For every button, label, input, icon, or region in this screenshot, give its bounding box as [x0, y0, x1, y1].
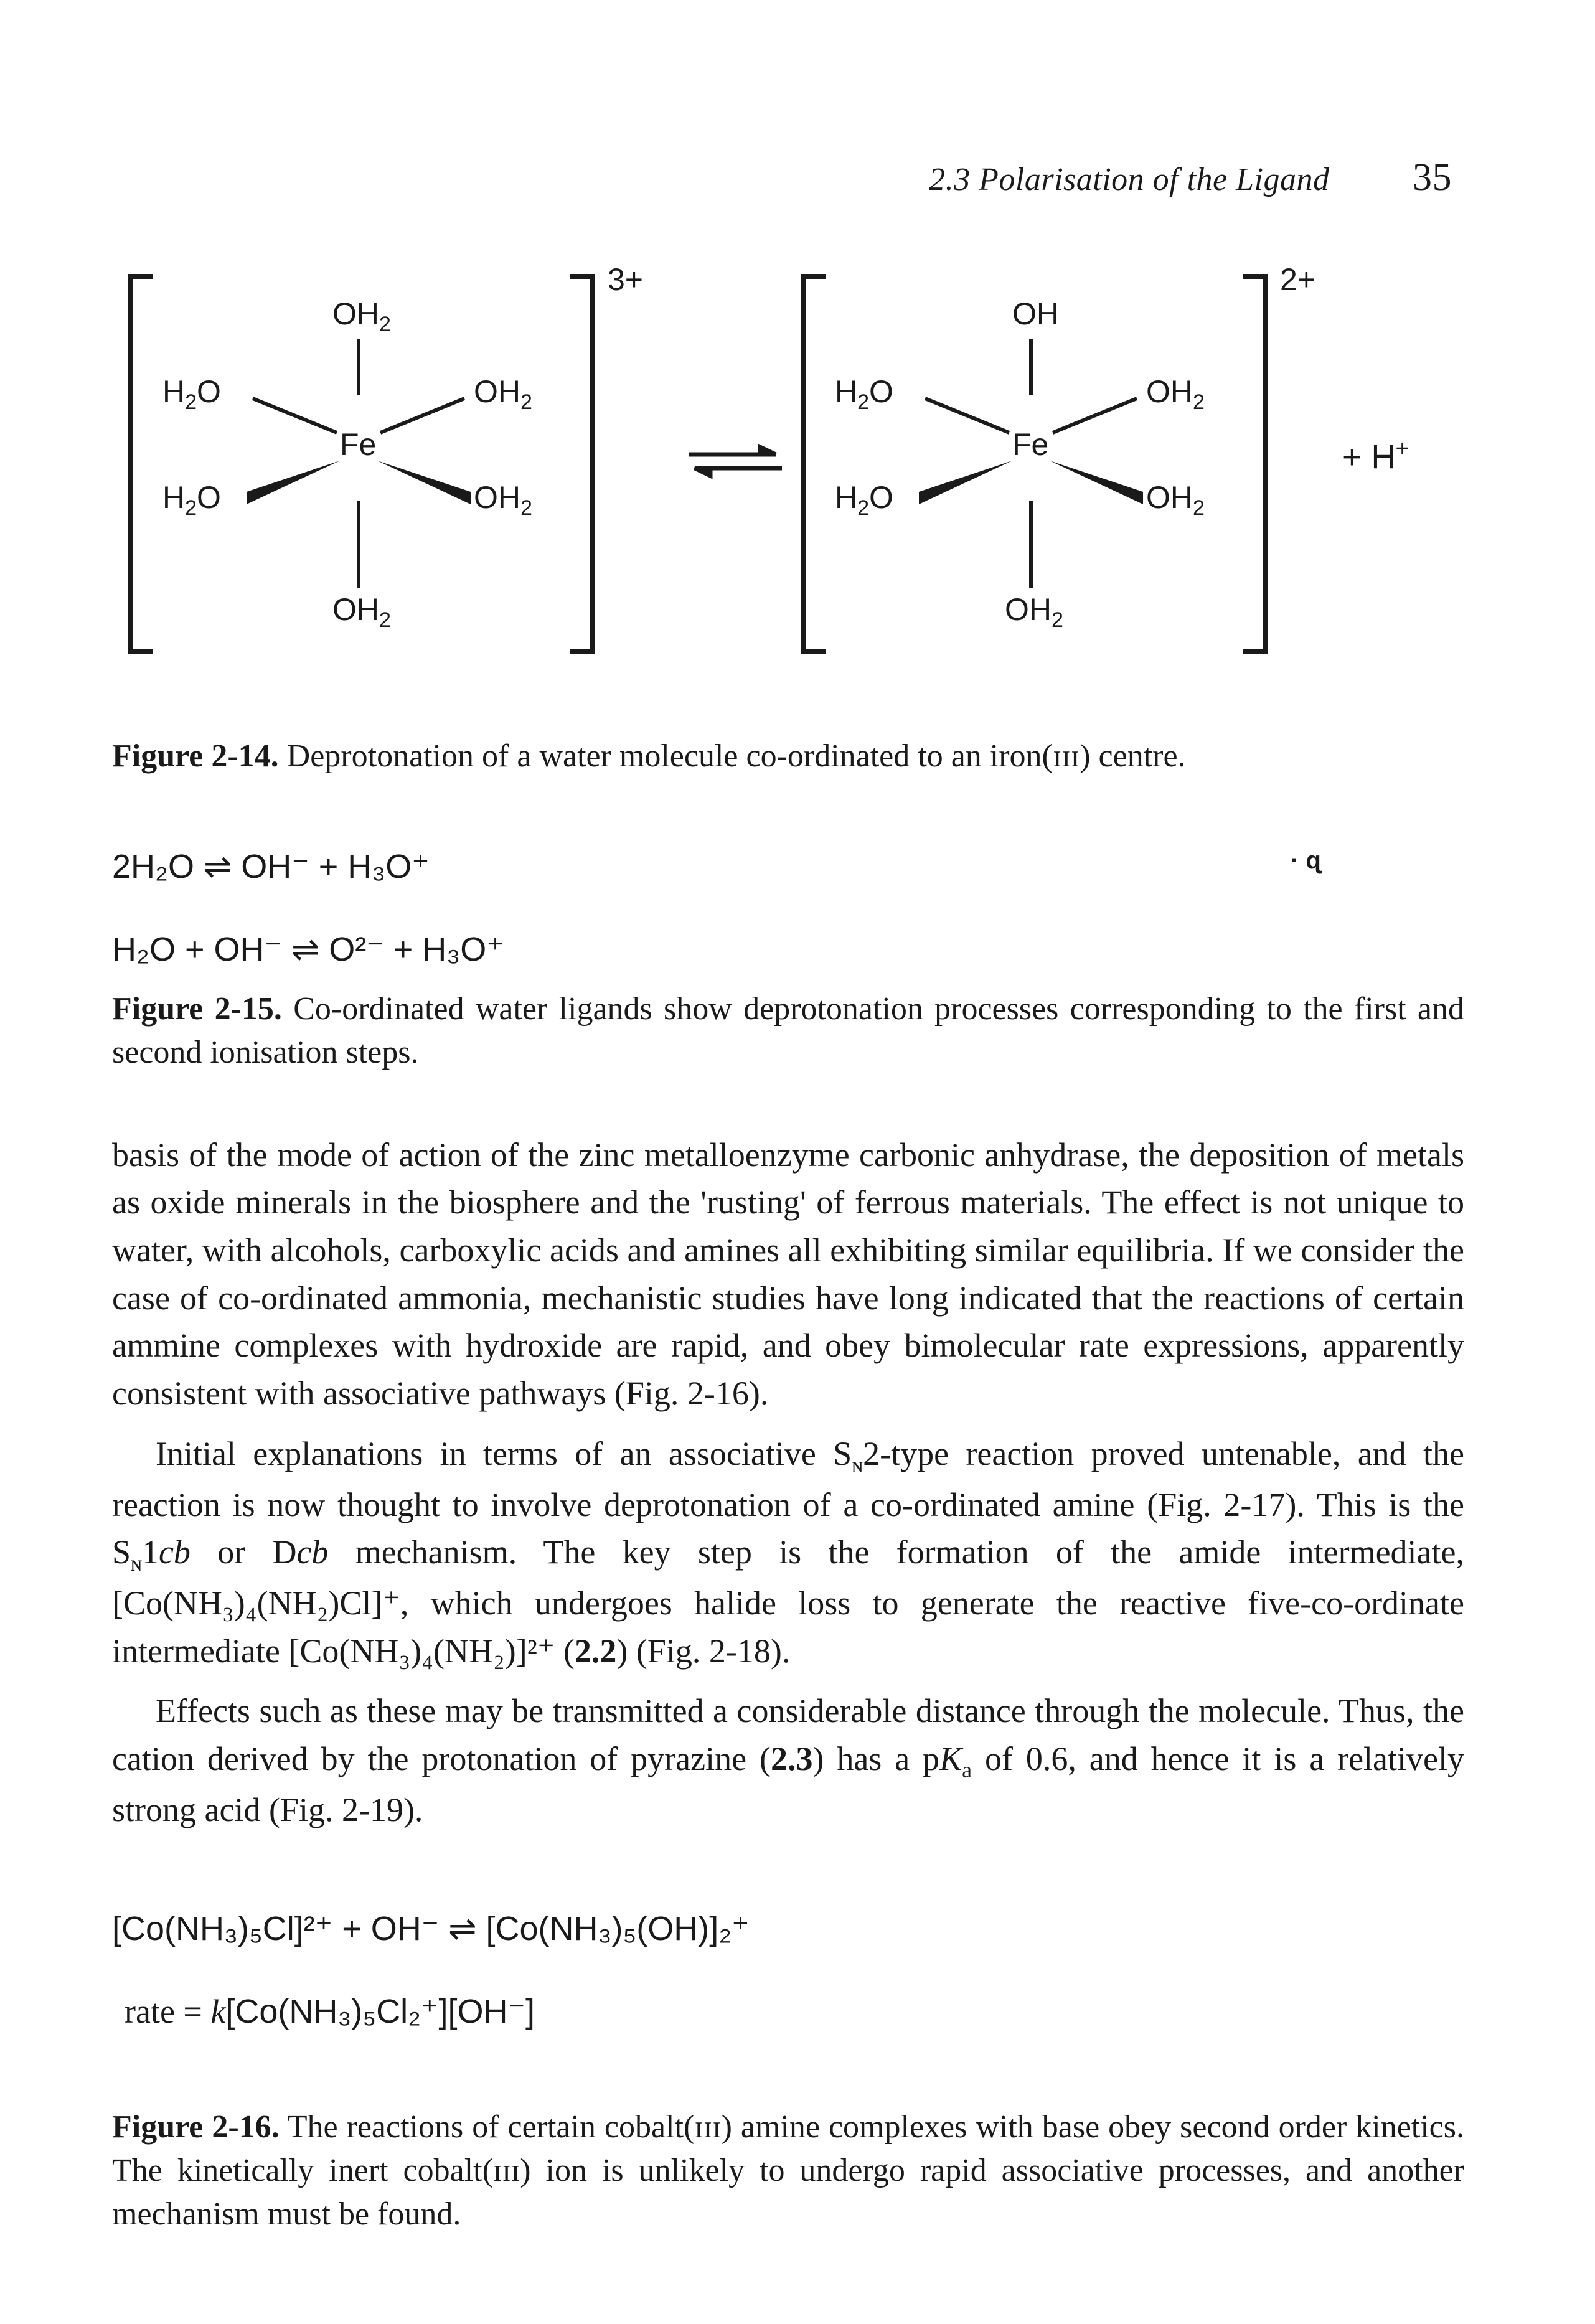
- body-para-2: Initial explanations in terms of an asso…: [112, 1430, 1464, 1675]
- charge-right: 2+: [1280, 261, 1315, 298]
- figure-label: Figure 2-16.: [112, 2109, 280, 2145]
- figure-2-14-caption: Figure 2-14. Deprotonation of a water mo…: [112, 735, 1464, 778]
- ligand-ul: H2O: [162, 374, 221, 415]
- figure-2-14-diagram: 3+ Fe O: [134, 274, 1442, 660]
- ligand-ul: H2O: [835, 374, 893, 415]
- ligand-top: OH2: [332, 296, 391, 337]
- fig215-eq1: 2H₂O ⇌ OH⁻ + H₃O⁺: [112, 847, 1464, 886]
- plus-h-plus: + H+: [1342, 436, 1409, 476]
- bracket-open: [128, 274, 153, 654]
- figure-caption-text: Co-ordinated water ligands show deproton…: [112, 991, 1464, 1070]
- ligand-lr: OH2: [474, 479, 532, 520]
- fig216-rate: rate = k[Co(NH₃)₅Cl₂⁺][OH⁻]: [125, 1992, 1464, 2031]
- running-section: 2.3 Polarisation of the Ligand: [929, 162, 1329, 197]
- content: 3+ Fe O: [112, 274, 1464, 2236]
- figure-label: Figure 2-14.: [112, 738, 279, 774]
- fig216-eq: [Co(NH₃)₅Cl]²⁺ + OH⁻ ⇌ [Co(NH₃)₅(OH)]₂⁺: [112, 1909, 1464, 1948]
- ligand-bottom: OH2: [1005, 591, 1063, 633]
- page-number: 35: [1413, 156, 1452, 199]
- page: 2.3 Polarisation of the Ligand 35 3+: [0, 0, 1595, 2324]
- body-para-1: basis of the mode of action of the zinc …: [112, 1131, 1464, 1418]
- figure-2-15-caption: Figure 2-15. Co-ordinated water ligands …: [112, 987, 1464, 1075]
- fig215-eq2: H₂O + OH⁻ ⇌ O²⁻ + H₃O⁺: [112, 929, 1464, 969]
- bracket-open: [801, 274, 826, 654]
- bracket-close: [570, 274, 595, 654]
- figure-2-16-caption: Figure 2-16. The reactions of certain co…: [112, 2105, 1464, 2237]
- ligand-bottom: OH2: [332, 591, 391, 633]
- bonds-svg: [832, 293, 1230, 641]
- octahedron-left: Fe OH2 OH2 H2O OH2 H2O OH2: [159, 293, 558, 641]
- ligand-ll: H2O: [835, 479, 893, 520]
- body-para-3: Effects such as these may be transmitted…: [112, 1687, 1464, 1833]
- ligand-ll: H2O: [162, 479, 221, 520]
- equilibrium-arrow: [682, 436, 788, 486]
- figure-caption-text: Deprotonation of a water molecule co-ord…: [279, 738, 1186, 774]
- running-head: 2.3 Polarisation of the Ligand 35: [929, 156, 1452, 200]
- bracket-close: [1243, 274, 1268, 654]
- figure-caption-text: The reactions of certain cobalt(ɪɪɪ) ami…: [112, 2109, 1464, 2232]
- center-atom: Fe: [1012, 426, 1048, 463]
- ligand-ur: OH2: [1146, 374, 1205, 415]
- margin-mark: · ɋ: [1291, 847, 1321, 875]
- figure-label: Figure 2-15.: [112, 991, 282, 1027]
- ligand-ur: OH2: [474, 374, 532, 415]
- ligand-lr: OH2: [1146, 479, 1205, 520]
- octahedron-right: Fe OH OH2 H2O OH2 H2O OH2: [832, 293, 1230, 641]
- ligand-top: OH: [1012, 296, 1059, 332]
- bonds-svg: [159, 293, 558, 641]
- center-atom: Fe: [340, 426, 376, 463]
- charge-left: 3+: [608, 261, 643, 298]
